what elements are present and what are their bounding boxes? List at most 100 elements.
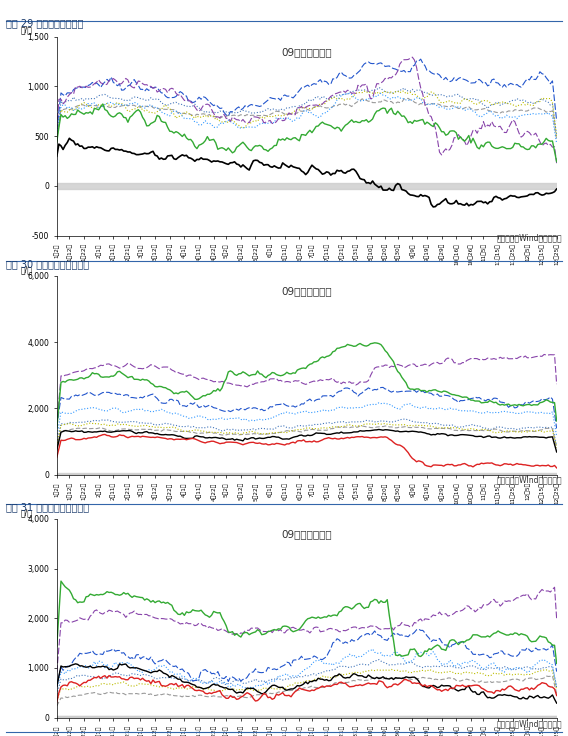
Legend: 2016年, 2017年, 2018年, 2019年, 2020年, 2021年, 2023年, 2024年: 2016年, 2017年, 2018年, 2019年, 2020年, 2021年… xyxy=(60,297,383,308)
2020年 xyxy=(386,651,392,660)
2020年 xyxy=(133,99,140,107)
2022年 xyxy=(57,577,64,586)
2023年 xyxy=(89,663,96,672)
2016年 xyxy=(74,95,81,104)
2019年 xyxy=(74,392,81,400)
2019年 xyxy=(74,652,81,661)
2022年 xyxy=(520,630,527,639)
Bar xyxy=(57,183,557,189)
2017年 xyxy=(133,689,140,698)
Y-axis label: 元/吨: 元/吨 xyxy=(21,26,33,35)
2017年 xyxy=(553,135,560,144)
2017年 xyxy=(384,673,391,682)
2024年 xyxy=(553,691,560,700)
2016年 xyxy=(133,417,140,426)
2021年 xyxy=(133,364,140,372)
2021年 xyxy=(541,350,548,359)
2020年 xyxy=(133,665,140,673)
2020年 xyxy=(520,111,527,120)
Text: 图表 31 活跃合约豆菜油价差: 图表 31 活跃合约豆菜油价差 xyxy=(6,502,89,512)
Line: 2024年: 2024年 xyxy=(57,138,557,207)
2021年 xyxy=(553,380,560,389)
2024年 xyxy=(553,464,560,473)
2024年 xyxy=(66,134,73,143)
2016年 xyxy=(53,130,60,139)
2023年 xyxy=(386,105,392,114)
2018年 xyxy=(133,104,140,113)
2023年 xyxy=(72,659,79,668)
2021年 xyxy=(551,583,558,592)
2024年 xyxy=(87,676,94,684)
2021年 xyxy=(553,159,560,168)
Line: 2023年: 2023年 xyxy=(57,664,557,703)
2021年 xyxy=(223,114,229,123)
2022年 xyxy=(386,611,392,620)
2019年 xyxy=(415,625,422,634)
Line: 2017年: 2017年 xyxy=(57,676,557,706)
Text: 图表 30 活跃合约菜棕油价差: 图表 30 活跃合约菜棕油价差 xyxy=(6,259,89,269)
2022年 xyxy=(223,375,229,383)
2024年 xyxy=(74,435,81,444)
2017年 xyxy=(386,422,392,431)
Line: 2016年: 2016年 xyxy=(57,88,557,136)
2018年 xyxy=(89,419,96,428)
Line: 2021年: 2021年 xyxy=(57,355,557,426)
2017年 xyxy=(223,112,229,121)
Text: 09合约豆棕价差: 09合约豆棕价差 xyxy=(281,47,332,57)
2020年 xyxy=(223,679,229,687)
2024年 xyxy=(106,671,112,680)
2021年 xyxy=(74,615,81,624)
2021年 xyxy=(133,609,140,618)
2023年 xyxy=(87,428,94,436)
Line: 2021年: 2021年 xyxy=(57,587,557,672)
2022年 xyxy=(53,642,60,651)
2016年 xyxy=(87,672,94,681)
2023年 xyxy=(386,425,392,434)
Line: 2020年: 2020年 xyxy=(57,649,557,690)
2019年 xyxy=(386,386,392,395)
2020年 xyxy=(346,88,353,97)
2016年 xyxy=(133,93,140,102)
Text: 09合约菜棕价差: 09合约菜棕价差 xyxy=(281,286,332,296)
2023年 xyxy=(520,693,527,701)
2024年 xyxy=(386,435,392,444)
2018年 xyxy=(223,684,229,693)
2018年 xyxy=(87,419,94,428)
2018年 xyxy=(388,665,395,674)
Line: 2018年: 2018年 xyxy=(57,423,557,447)
2021年 xyxy=(74,83,81,92)
2020年 xyxy=(87,102,94,110)
2022年 xyxy=(520,401,527,410)
2016年 xyxy=(74,418,81,427)
2023年 xyxy=(77,662,83,670)
2018年 xyxy=(225,428,232,437)
2017年 xyxy=(405,94,412,103)
2019年 xyxy=(133,394,140,403)
2021年 xyxy=(384,624,391,633)
2024年 xyxy=(225,438,232,447)
2016年 xyxy=(87,94,94,103)
2024年 xyxy=(522,192,529,201)
2019年 xyxy=(74,84,81,93)
2016年 xyxy=(223,425,229,434)
2016年 xyxy=(553,132,560,141)
2017年 xyxy=(133,102,140,111)
2019年 xyxy=(553,116,560,125)
2018年 xyxy=(386,420,392,429)
2024年 xyxy=(53,152,60,160)
Line: 2016年: 2016年 xyxy=(57,419,557,446)
2018年 xyxy=(553,685,560,694)
2024年 xyxy=(53,698,60,707)
2021年 xyxy=(517,592,524,601)
2023年 xyxy=(87,107,94,116)
2017年 xyxy=(53,136,60,145)
Text: 09合约菜豆价差: 09合约菜豆价差 xyxy=(281,528,332,539)
2018年 xyxy=(553,443,560,452)
2024年 xyxy=(74,680,81,689)
2020年 xyxy=(553,682,560,691)
Text: 数据来源：Wind、国元期货: 数据来源：Wind、国元期货 xyxy=(496,233,562,242)
2021年 xyxy=(384,75,391,84)
Line: 2024年: 2024年 xyxy=(57,676,557,702)
2024年 xyxy=(553,185,560,194)
2020年 xyxy=(74,105,81,113)
